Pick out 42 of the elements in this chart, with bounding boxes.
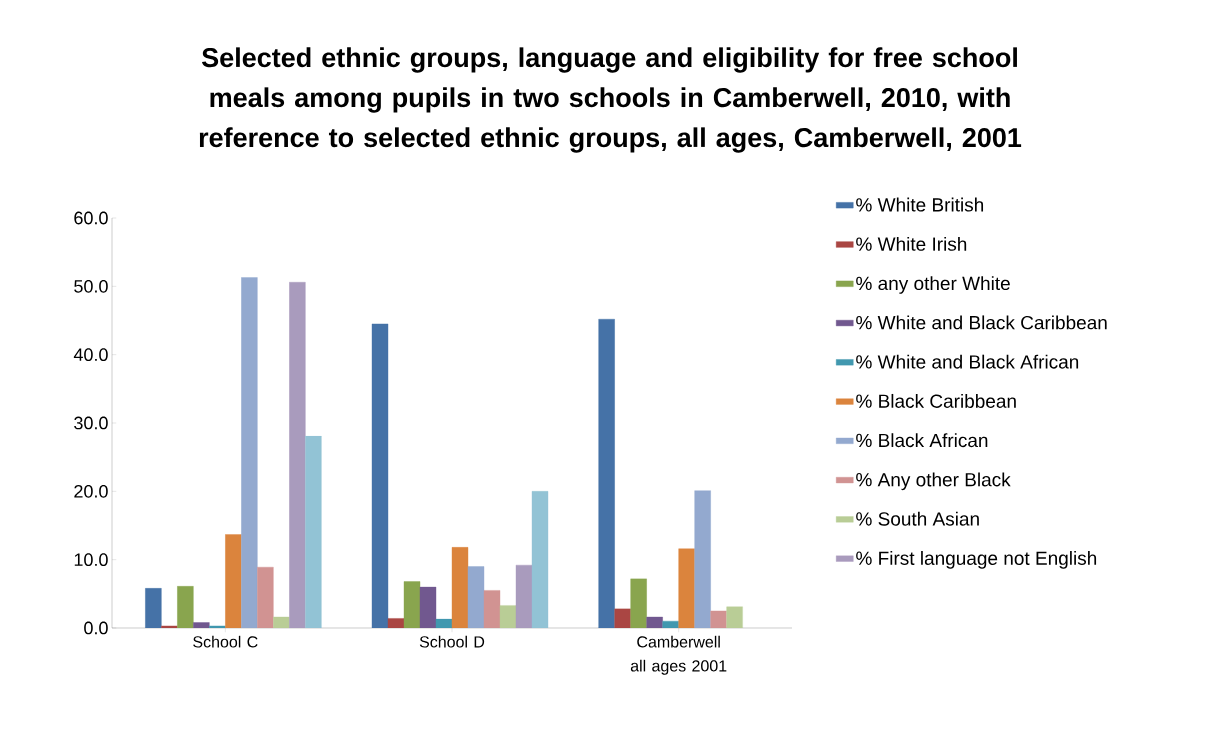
y-tick-label: 0.0 (84, 621, 108, 635)
bar (662, 620, 679, 628)
bar (646, 616, 663, 628)
bar (598, 318, 615, 628)
y-tick-label: 60.0 (74, 211, 108, 225)
bar (451, 547, 469, 628)
bar (177, 586, 194, 628)
y-tick-label: 10.0 (74, 553, 108, 567)
bar (209, 625, 226, 628)
bar (371, 323, 389, 628)
bar (145, 588, 162, 628)
x-tick-label: School D (419, 635, 485, 648)
chart-title: Selected ethnic groups, language and eligibility for free school meals among pupils in two schools in Camberwell, 2010, with reference to selected ethnic groups, all ages, Camberwell, 2001 (199, 47, 1022, 153)
legend-label: % Black African (856, 433, 988, 448)
bar (193, 622, 210, 628)
bar (241, 277, 258, 628)
y-tick-label: 20.0 (74, 484, 108, 498)
y-tick-label: 40.0 (73, 348, 108, 362)
x-tick-label: School C (193, 635, 258, 648)
bar (161, 625, 178, 628)
bar (678, 548, 695, 628)
legend-label: % White and Black African (856, 354, 1079, 369)
legend-label: % First language not English (856, 551, 1097, 569)
legend-label: % South Asian (856, 511, 979, 526)
bar (225, 534, 242, 628)
bar (435, 618, 453, 628)
bar (614, 608, 631, 628)
legend-label: % Any other Black (856, 472, 1011, 491)
bar (630, 578, 647, 628)
legend-label: % White and Black Caribbean (856, 315, 1107, 330)
legend-label: % White British (856, 197, 984, 212)
bar (403, 581, 421, 628)
bar (694, 490, 711, 628)
bar (419, 586, 437, 628)
legend-label: % any other White (856, 276, 1010, 294)
x-tick-label: Camberwell all ages 2001 (630, 635, 727, 675)
legend-label: % Black Caribbean (856, 393, 1016, 408)
bar (387, 618, 405, 628)
y-tick-label: 30.0 (74, 416, 108, 430)
legend-label: % White Irish (856, 236, 967, 251)
y-tick-label: 50.0 (74, 279, 108, 293)
bar (467, 566, 485, 628)
